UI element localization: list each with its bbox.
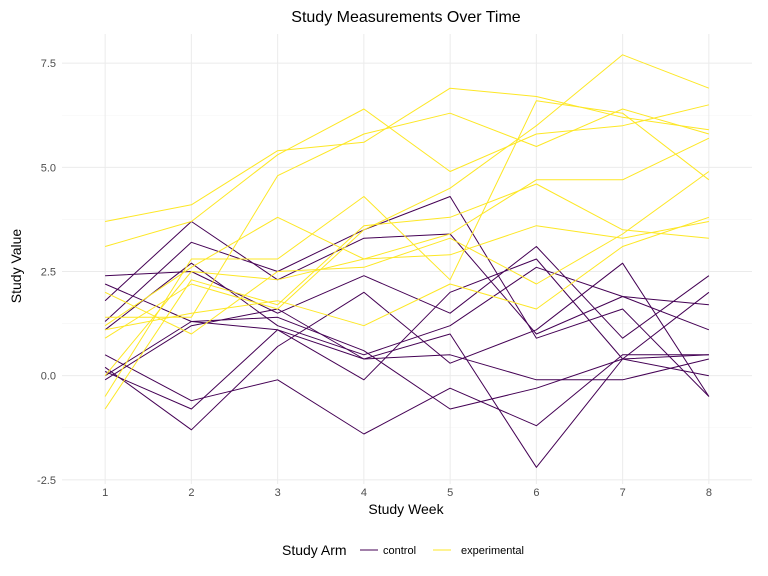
- series-line-experimental-12: [104, 100, 710, 397]
- series-line-control-0: [104, 262, 710, 431]
- y-tick-label: 0.0: [41, 371, 56, 383]
- y-tick-label: 2.5: [41, 267, 56, 279]
- x-tick-label: 2: [188, 487, 194, 499]
- series-line-experimental-16: [104, 221, 709, 377]
- series-line-control-4: [104, 221, 710, 335]
- series-line-experimental-18: [104, 54, 710, 339]
- x-tick-label: 7: [620, 487, 626, 499]
- series-line-control-6: [104, 283, 709, 468]
- legend-title: Study Arm: [282, 542, 347, 558]
- legend-label-control: control: [383, 545, 416, 557]
- x-axis-title: Study Week: [368, 501, 444, 517]
- series-line-experimental-13: [104, 137, 710, 327]
- series-lines: [104, 54, 710, 468]
- x-tick-label: 6: [533, 487, 539, 499]
- grid: [62, 34, 752, 484]
- legend-label-experimental: experimental: [461, 545, 524, 557]
- series-line-experimental-11: [104, 104, 710, 247]
- series-line-control-8: [104, 354, 709, 435]
- series-line-control-1: [104, 262, 709, 356]
- y-tick-label: 5.0: [41, 162, 56, 174]
- x-tick-label: 8: [706, 487, 712, 499]
- y-axis-ticks: -2.5 0.0 2.5 5.0 7.5: [37, 58, 56, 487]
- x-tick-label: 4: [361, 487, 367, 499]
- x-axis-ticks: 1 2 3 4 5 6 7 8: [102, 487, 712, 499]
- x-tick-label: 3: [275, 487, 281, 499]
- series-line-experimental-10: [105, 87, 709, 222]
- series-line-control-7: [104, 196, 710, 397]
- series-line-control-5: [104, 258, 709, 410]
- chart-title: Study Measurements Over Time: [291, 9, 521, 26]
- series-line-experimental-15: [105, 108, 710, 318]
- y-tick-label: -2.5: [37, 475, 56, 487]
- series-line-experimental-19: [104, 171, 710, 335]
- x-tick-label: 1: [102, 487, 108, 499]
- series-line-experimental-14: [104, 183, 709, 410]
- series-line-control-9: [104, 291, 710, 410]
- series-line-control-2: [104, 308, 710, 381]
- series-line-control-3: [105, 246, 710, 339]
- x-tick-label: 5: [447, 487, 453, 499]
- legend: Study Arm control experimental: [282, 542, 524, 558]
- y-tick-label: 7.5: [41, 58, 56, 70]
- y-axis-title: Study Value: [8, 229, 24, 304]
- series-line-experimental-17: [105, 216, 710, 331]
